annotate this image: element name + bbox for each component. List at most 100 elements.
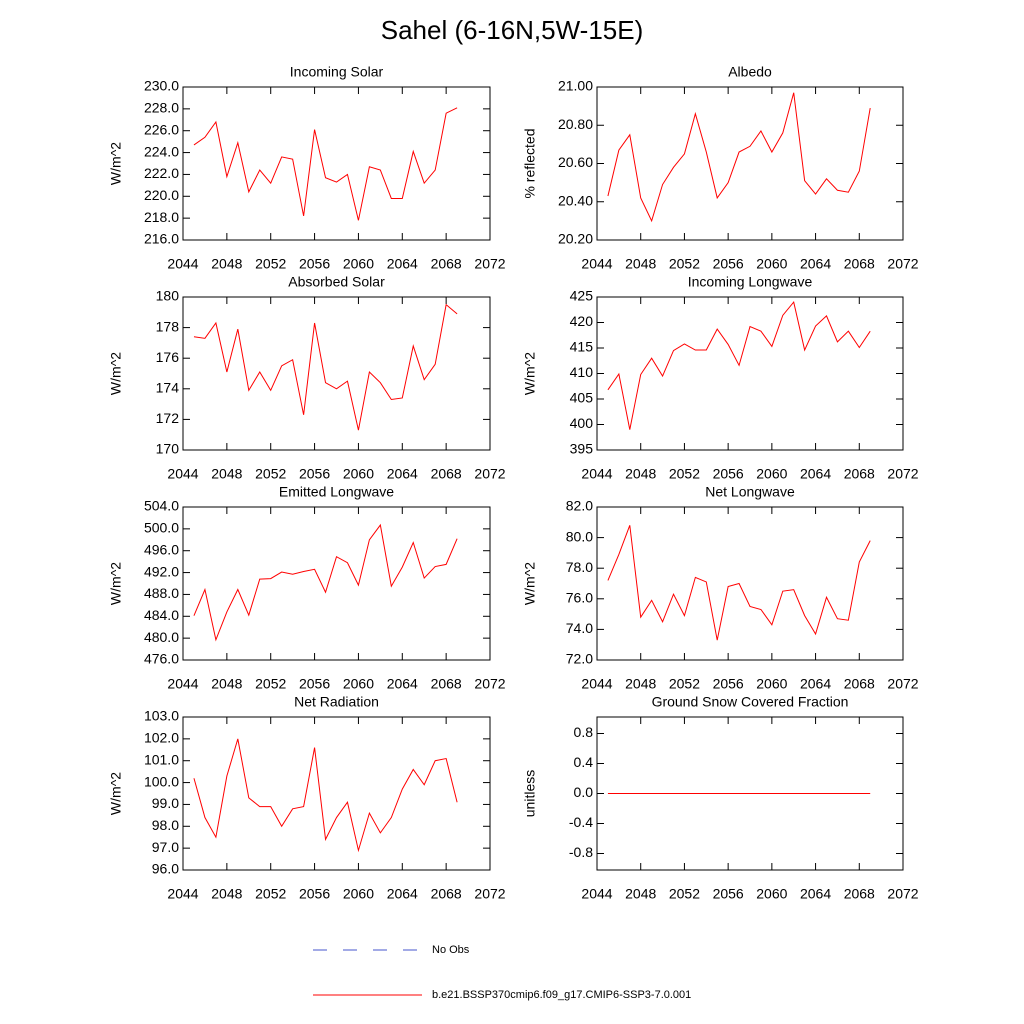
y-tick-label: 0.0 [574, 784, 594, 800]
x-tick-label: 2048 [211, 466, 242, 482]
x-tick-label: 2068 [844, 466, 875, 482]
panel-title: Incoming Longwave [688, 274, 813, 290]
y-tick-label: 504.0 [144, 498, 179, 514]
data-line [193, 523, 458, 642]
data-line [193, 303, 458, 431]
y-tick-label: 0.4 [574, 754, 594, 770]
x-tick-label: 2068 [431, 466, 462, 482]
x-tick-label: 2044 [581, 886, 612, 902]
y-tick-label: 410 [570, 364, 594, 380]
legend-label: No Obs [432, 944, 470, 956]
y-tick-label: 0.8 [574, 724, 594, 740]
x-tick-label: 2052 [669, 466, 700, 482]
x-tick-label: 2072 [887, 466, 918, 482]
plot-frame [596, 86, 904, 241]
y-tick-label: 98.0 [152, 817, 179, 833]
x-tick-label: 2064 [387, 886, 418, 902]
x-tick-label: 2068 [844, 256, 875, 272]
x-tick-label: 2044 [167, 886, 198, 902]
x-tick-label: 2056 [713, 466, 744, 482]
y-tick-label: 76.0 [566, 590, 593, 606]
y-tick-label: 484.0 [144, 607, 179, 623]
plot-frame [596, 296, 904, 451]
x-tick-label: 2068 [844, 886, 875, 902]
y-axis-label: % reflected [522, 128, 538, 198]
x-tick-label: 2064 [387, 256, 418, 272]
x-tick-label: 2072 [474, 466, 505, 482]
plot-frame [182, 296, 491, 451]
x-tick-label: 2072 [887, 676, 918, 692]
y-tick-label: 228.0 [144, 100, 179, 116]
x-tick-label: 2048 [625, 466, 656, 482]
x-tick-label: 2056 [299, 256, 330, 272]
x-tick-label: 2064 [387, 466, 418, 482]
x-tick-label: 2056 [713, 886, 744, 902]
y-tick-label: 72.0 [566, 651, 593, 667]
x-tick-label: 2056 [713, 256, 744, 272]
y-tick-label: 480.0 [144, 629, 179, 645]
x-tick-label: 2052 [255, 466, 286, 482]
y-tick-label: 224.0 [144, 143, 179, 159]
y-axis-label: unitless [522, 770, 538, 817]
x-tick-label: 2056 [713, 676, 744, 692]
data-line [193, 107, 458, 221]
y-axis-label: W/m^2 [108, 142, 124, 185]
x-tick-label: 2048 [625, 676, 656, 692]
y-tick-label: -0.4 [569, 814, 593, 830]
y-tick-label: -0.8 [569, 844, 593, 860]
x-tick-label: 2060 [756, 676, 787, 692]
x-tick-label: 2056 [299, 676, 330, 692]
y-axis-label: W/m^2 [108, 562, 124, 605]
x-tick-label: 2044 [167, 256, 198, 272]
y-tick-label: 21.00 [558, 78, 593, 94]
plot-frame [182, 716, 491, 871]
y-tick-label: 78.0 [566, 559, 593, 575]
x-tick-label: 2056 [299, 886, 330, 902]
x-tick-label: 2060 [343, 676, 374, 692]
x-tick-label: 2044 [581, 466, 612, 482]
y-tick-label: 415 [570, 339, 594, 355]
y-tick-label: 174 [156, 380, 180, 396]
x-tick-label: 2064 [387, 676, 418, 692]
panel-title: Incoming Solar [290, 64, 384, 80]
y-tick-label: 20.20 [558, 231, 593, 247]
x-tick-label: 2048 [625, 256, 656, 272]
x-tick-label: 2052 [255, 256, 286, 272]
y-axis-label: W/m^2 [522, 352, 538, 395]
x-tick-label: 2064 [800, 886, 831, 902]
x-tick-label: 2044 [167, 676, 198, 692]
panel-title: Net Radiation [294, 694, 379, 710]
y-tick-label: 218.0 [144, 209, 179, 225]
x-tick-label: 2044 [167, 466, 198, 482]
y-tick-label: 400 [570, 415, 594, 431]
x-tick-label: 2044 [581, 256, 612, 272]
x-tick-label: 2060 [756, 886, 787, 902]
y-tick-label: 20.40 [558, 192, 593, 208]
data-line [607, 92, 871, 223]
x-tick-label: 2072 [474, 886, 505, 902]
y-tick-label: 176 [156, 349, 180, 365]
y-tick-label: 102.0 [144, 730, 179, 746]
x-tick-label: 2060 [343, 256, 374, 272]
x-tick-label: 2052 [255, 676, 286, 692]
figure-title: Sahel (6-16N,5W-15E) [381, 15, 644, 45]
y-tick-label: 170 [156, 441, 180, 457]
y-tick-label: 172 [156, 410, 180, 426]
y-tick-label: 230.0 [144, 78, 179, 94]
x-tick-label: 2060 [756, 256, 787, 272]
y-tick-label: 101.0 [144, 751, 179, 767]
legend-label: b.e21.BSSP370cmip6.f09_g17.CMIP6-SSP3-7.… [432, 989, 691, 1001]
x-tick-label: 2060 [343, 886, 374, 902]
y-tick-label: 216.0 [144, 231, 179, 247]
y-tick-label: 476.0 [144, 651, 179, 667]
panel-title: Ground Snow Covered Fraction [652, 694, 849, 710]
y-axis-label: W/m^2 [522, 562, 538, 605]
x-tick-label: 2072 [474, 256, 505, 272]
y-tick-label: 220.0 [144, 187, 179, 203]
x-tick-label: 2052 [669, 256, 700, 272]
y-tick-label: 420 [570, 313, 594, 329]
y-tick-label: 103.0 [144, 708, 179, 724]
y-tick-label: 492.0 [144, 563, 179, 579]
panel-title: Net Longwave [705, 484, 795, 500]
